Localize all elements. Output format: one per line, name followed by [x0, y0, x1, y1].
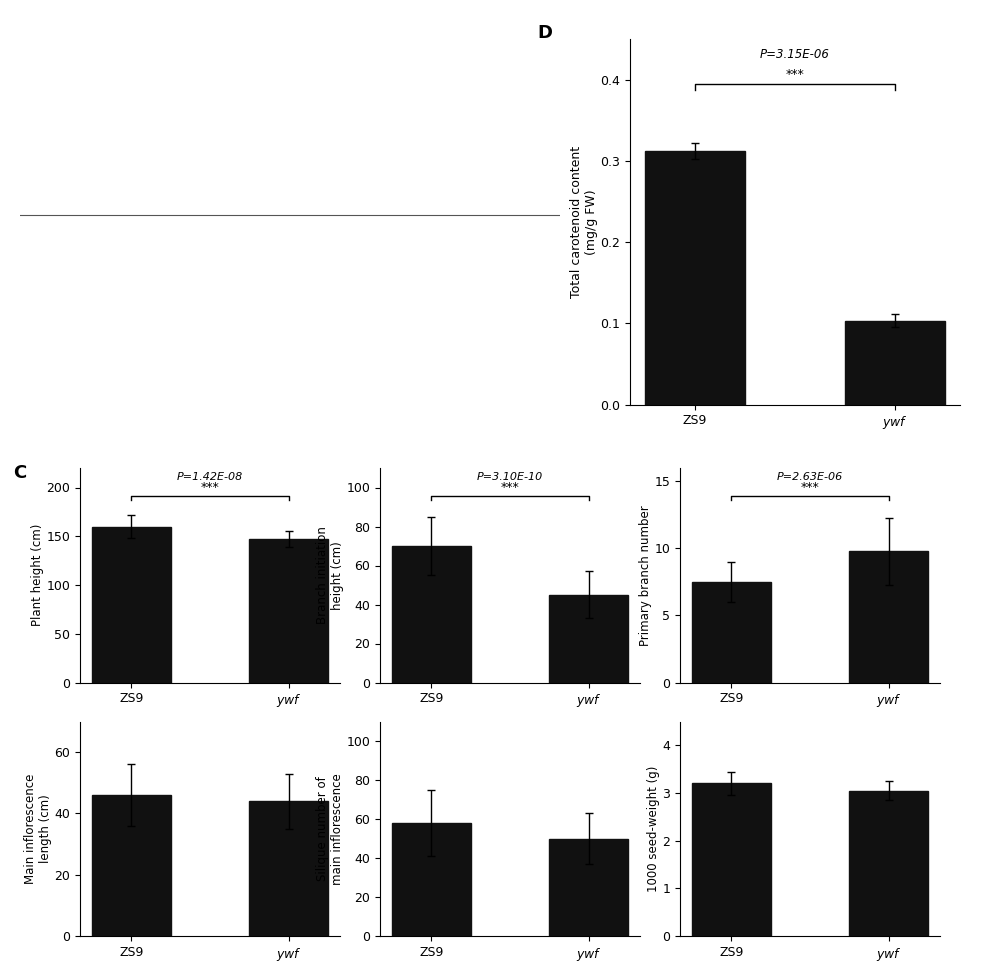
Bar: [692, 582, 771, 682]
Y-axis label: 1000 seed-weight (g): 1000 seed-weight (g): [646, 765, 660, 892]
Text: ywf: ywf: [349, 19, 371, 31]
Bar: [249, 801, 328, 936]
Text: P=3.15E-06: P=3.15E-06: [760, 48, 830, 60]
Text: P=2.63E-06: P=2.63E-06: [777, 472, 843, 482]
Text: A: A: [31, 19, 45, 36]
Text: ywf: ywf: [209, 19, 231, 31]
Text: P=3.10E-10: P=3.10E-10: [477, 472, 543, 482]
Y-axis label: Primary branch number: Primary branch number: [639, 505, 652, 645]
Bar: [549, 838, 628, 936]
Bar: [92, 526, 171, 682]
Y-axis label: Plant height (cm): Plant height (cm): [31, 525, 44, 627]
Text: ZS9: ZS9: [83, 19, 108, 31]
Y-axis label: Main inflorescence
length (cm): Main inflorescence length (cm): [24, 773, 52, 884]
Text: ***: ***: [501, 481, 519, 493]
Text: ywf: ywf: [452, 19, 474, 31]
Bar: [849, 791, 928, 936]
Text: P=1.42E-08: P=1.42E-08: [177, 472, 243, 482]
Bar: [549, 595, 628, 682]
Text: D: D: [538, 24, 553, 42]
Y-axis label: Branch initiation
height (cm): Branch initiation height (cm): [316, 526, 344, 624]
Bar: [249, 539, 328, 682]
Y-axis label: Silique number of
main inflorescence: Silique number of main inflorescence: [316, 773, 344, 884]
Bar: [849, 551, 928, 682]
Text: ×ZS9: ×ZS9: [474, 19, 508, 31]
Text: ***: ***: [201, 481, 219, 493]
Text: ***: ***: [801, 481, 819, 493]
Bar: [392, 823, 471, 936]
Y-axis label: Total carotenoid content
(mg/g FW): Total carotenoid content (mg/g FW): [570, 145, 598, 298]
Bar: [645, 151, 745, 405]
Text: ***: ***: [786, 68, 804, 81]
Bar: [92, 795, 171, 936]
Text: B: B: [31, 222, 44, 240]
Bar: [392, 546, 471, 682]
Bar: [845, 321, 945, 405]
Bar: [692, 784, 771, 936]
Text: C: C: [13, 464, 26, 482]
Text: ZS9×: ZS9×: [315, 19, 349, 31]
